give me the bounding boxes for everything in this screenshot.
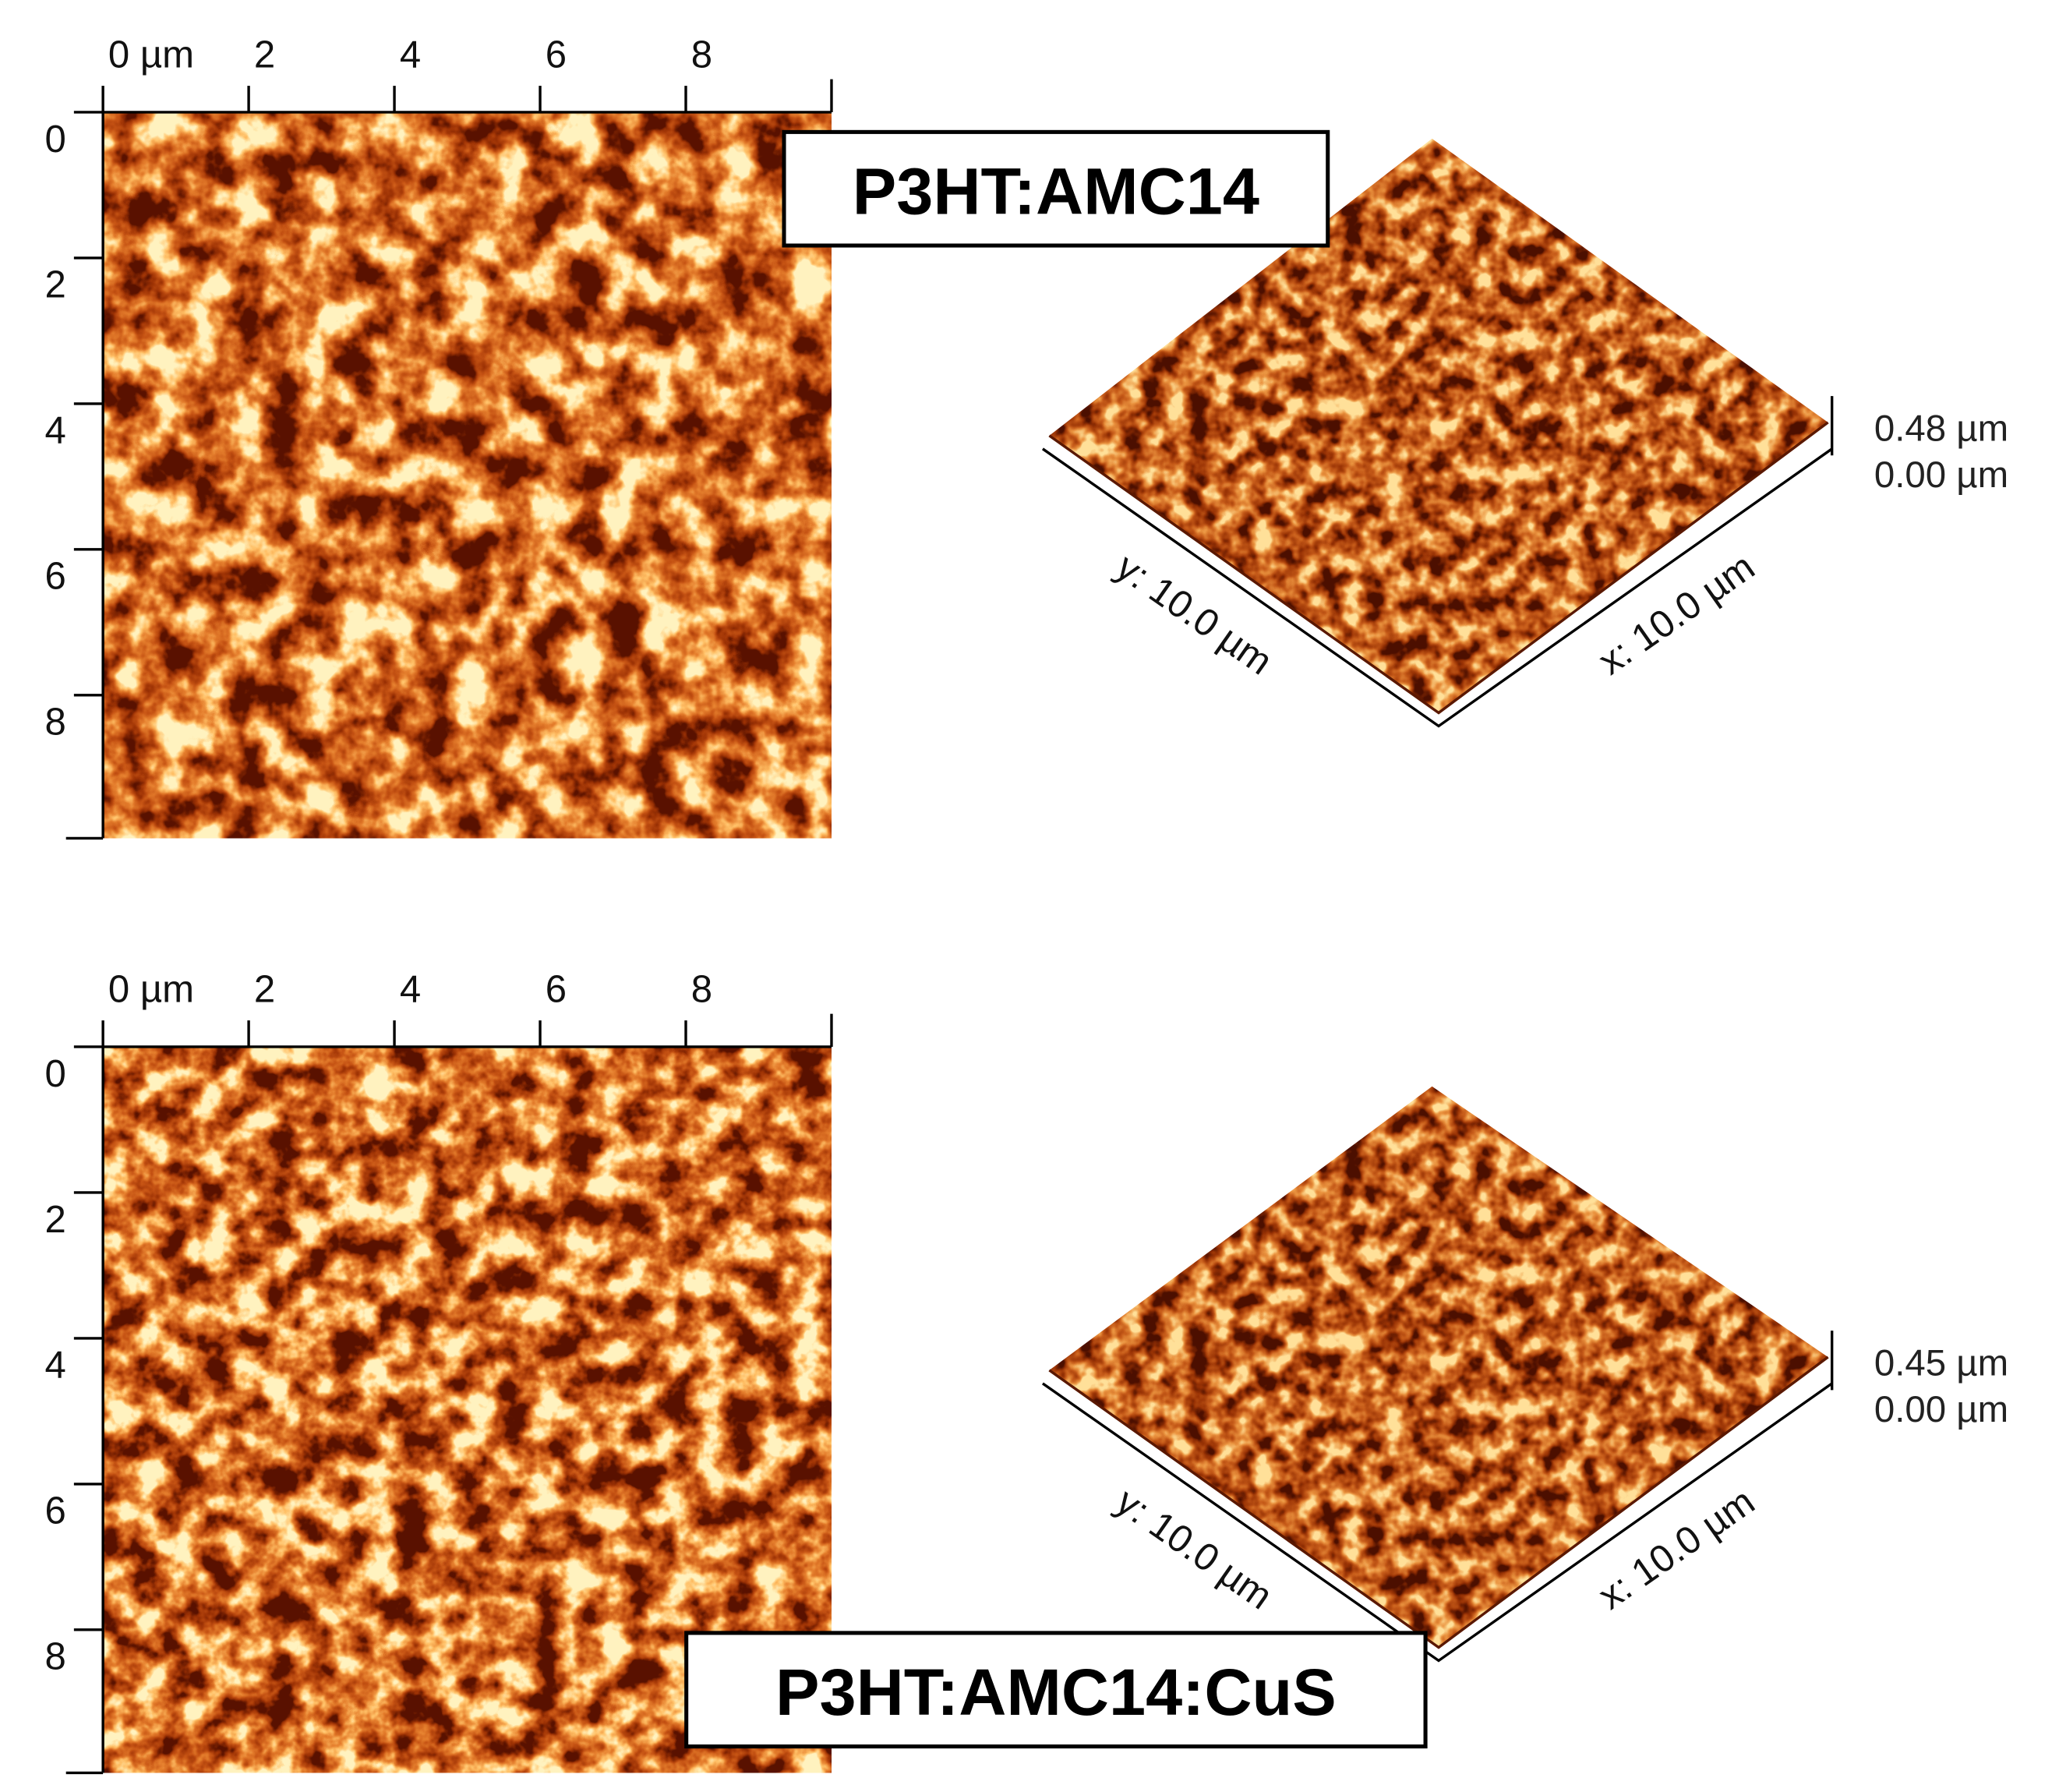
y-tick-label: 8 [45,702,66,744]
x-tick-label: 0 µm [108,34,194,76]
y-tick-label: 2 [45,1199,66,1241]
z-min-label: 0.00 µm [1874,454,2008,496]
x-tick-label: 2 [254,968,275,1010]
sample-title: P3HT:AMC14 [853,154,1259,228]
y-tick-label: 8 [45,1636,66,1678]
z-max-label: 0.48 µm [1874,408,2008,450]
y-tick-label: 4 [45,410,66,452]
x-tick-label: 8 [691,34,712,76]
x-tick-label: 0 µm [108,968,194,1010]
sample-title: P3HT:AMC14:CuS [775,1655,1337,1729]
y-tick-label: 0 [45,1053,66,1095]
y-tick-label: 2 [45,264,66,306]
z-min-label: 0.00 µm [1874,1389,2008,1430]
title-box [684,1631,1428,1749]
x-tick-label: 6 [546,34,567,76]
x-tick-label: 4 [400,34,421,76]
x-tick-label: 8 [691,968,712,1010]
x-tick-label: 4 [400,968,421,1010]
surface-edge [1048,1355,1829,1649]
axis-line [1041,447,1833,728]
x-tick-label: 6 [546,968,567,1010]
title-box [782,129,1330,248]
y-tick-label: 4 [45,1345,66,1387]
surface-edge [1048,421,1829,715]
y-tick-label: 6 [45,1490,66,1532]
z-max-label: 0.45 µm [1874,1343,2008,1384]
x-tick-label: 2 [254,34,275,76]
axis-line [1041,1382,1833,1663]
y-tick-label: 6 [45,556,66,598]
y-tick-label: 0 [45,118,66,161]
afm-surface [1049,1086,1828,1648]
afm-map [103,111,832,839]
